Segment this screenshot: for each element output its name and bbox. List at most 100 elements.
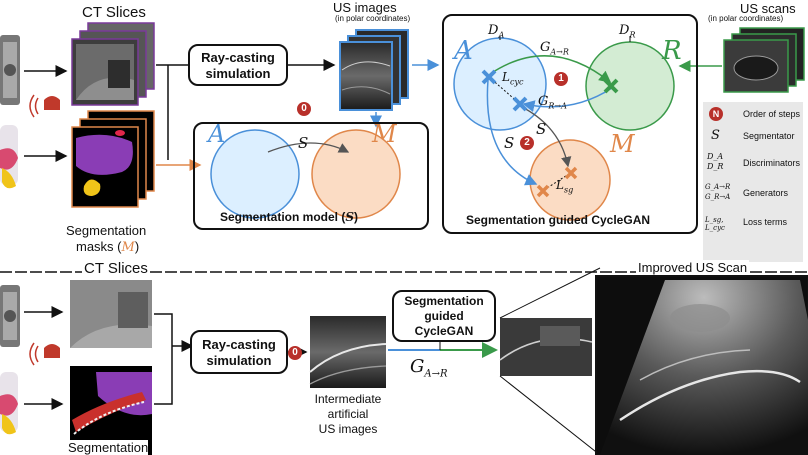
seg-model-s-label: S [298, 134, 309, 152]
sg-box-line3: CycleGAN [414, 324, 474, 338]
l-cyc-dash [488, 76, 521, 105]
segmentation-masks-stack [71, 110, 155, 208]
l-sg-label: Lsg [556, 178, 573, 194]
x-marker-m1 [564, 166, 578, 180]
cyclegan-caption: Segmentation guided CycleGAN [466, 213, 651, 227]
step-badge-1: 1 [554, 72, 568, 86]
g-ra-sub: R→A [548, 101, 567, 111]
d-r-label: DR [619, 23, 635, 40]
cyclegan-box [442, 14, 698, 234]
g-ar-arrow [489, 55, 612, 83]
set-a-circle [210, 129, 300, 219]
l-sg-sub: sg [563, 185, 574, 195]
segmentation-model-box [193, 122, 429, 230]
translated-us-image [499, 318, 593, 376]
seg-masks-prefix: masks ( [76, 239, 122, 254]
seg-model-caption-prefix: Segmentation model ( [220, 210, 346, 224]
intermediate-line2: artificial [327, 407, 369, 421]
legend-generators-text: Generators [743, 188, 789, 198]
segmentation-model-diagram [210, 129, 401, 219]
legend-losses-text: Loss terms [743, 217, 788, 227]
us-images-title: US images [333, 0, 397, 15]
raycast-bottom-line1: Ray-casting [202, 337, 276, 352]
g-ra-label: GR→A [538, 94, 567, 111]
us-scans-subtitle: (in polar coordinates) [708, 14, 784, 23]
intermediate-label: Intermediate artificial US images [302, 392, 394, 437]
ct-volume-icon-bottom [0, 285, 20, 347]
legend: N Order of steps S Segmentator D_A D_R D… [703, 102, 803, 262]
zoom-line-top [499, 267, 601, 319]
step-badge-2: 2 [520, 136, 534, 150]
ct-volume-icon [0, 35, 20, 105]
legend-order-text: Order of steps [743, 109, 801, 119]
g-ra-arrow [522, 87, 613, 113]
intermediate-us-image [309, 316, 387, 388]
us-scans-stack [723, 27, 805, 93]
g-ar-main: G [540, 40, 551, 55]
legend-generators-symbol: G_A→R G_R→A [705, 183, 731, 201]
ct-slices-label: CT Slices [82, 4, 146, 21]
legend-row-discriminators: D_A D_R Discriminators [703, 152, 803, 172]
organ-mesh-icon [0, 125, 18, 189]
cyc-set-r-label: R [662, 36, 682, 66]
seg-masks-symbol: M [121, 240, 135, 255]
set-m-circle [311, 129, 401, 219]
improved-us-scan-image [595, 275, 808, 455]
seg-model-caption: Segmentation model (S) [220, 210, 358, 224]
raycast-line1: Ray-casting [201, 50, 275, 65]
x-marker-m2 [536, 184, 550, 198]
d-a-label: DA [488, 23, 504, 40]
us-images-stack [339, 29, 409, 111]
x-marker-r [603, 78, 619, 94]
cyc-s-right: S [536, 120, 547, 138]
us-scans-title: US scans [740, 1, 796, 16]
legend-order-badge: N [709, 107, 723, 121]
sg-box-line2: guided [424, 309, 464, 323]
raycast-bottom-line2: simulation [206, 353, 272, 368]
legend-row-generators: G_A→R G_R→A Generators [703, 182, 803, 202]
seg-model-set-a: A [208, 120, 226, 148]
g-ar-label: GA→R [540, 40, 569, 57]
d-a-sub: A [498, 30, 505, 40]
seg-masks-suffix: ) [134, 239, 140, 254]
segmentation-label-bottom: Segmentation [68, 440, 149, 455]
d-a-main: D [488, 23, 499, 38]
cyc-set-a-label: A [454, 36, 473, 66]
legend-losses-symbol: L_sg, L_cyc [705, 216, 725, 232]
legend-row-segmentator: S Segmentator [703, 128, 803, 148]
bottom-bracket [154, 313, 173, 405]
seg-model-caption-symbol: S [345, 210, 355, 224]
speaker-icon [29, 94, 60, 118]
ct-slice-bottom [70, 280, 152, 348]
d-r-main: D [619, 23, 630, 38]
raycast-box-bottom: Ray-casting simulation [190, 330, 288, 374]
legend-segmentator-text: Segmentator [743, 131, 795, 141]
l-cyc-label: Lcyc [502, 70, 523, 86]
ct-slices-label-bottom: CT Slices [82, 260, 150, 277]
generator-label-bottom: GA→R [410, 356, 448, 380]
step-badge-0-bottom: 0 [288, 346, 302, 360]
legend-discriminators-symbol: D_A D_R [707, 152, 724, 171]
segmentation-masks-label-line2: masks (M) [76, 239, 139, 255]
generator-sub: A→R [424, 368, 448, 380]
us-images-subtitle: (in polar coordinates) [335, 14, 411, 23]
seg-model-set-m: M [372, 120, 397, 148]
segmentator-arrow [267, 142, 350, 153]
intermediate-line3: US images [318, 422, 378, 436]
g-ar-sub: A→R [550, 47, 569, 57]
l-cyc-sub: cyc [509, 77, 524, 87]
step-badge-0-top: 0 [297, 102, 311, 116]
l-cyc-main: L [502, 70, 510, 84]
raycast-box-top: Ray-casting simulation [188, 44, 288, 86]
l-sg-main: L [556, 178, 564, 192]
generator-main: G [410, 356, 425, 377]
legend-discriminators-text: Discriminators [743, 158, 801, 168]
legend-segmentator-symbol: S [711, 128, 720, 143]
intermediate-line1: Intermediate [314, 392, 382, 406]
segmentation-masks-label: Segmentation [66, 223, 146, 238]
s-arrow-left [486, 79, 538, 186]
zoom-line-bottom [499, 375, 601, 455]
legend-row-order: N Order of steps [703, 106, 803, 126]
cyc-s-left: S [504, 134, 515, 152]
